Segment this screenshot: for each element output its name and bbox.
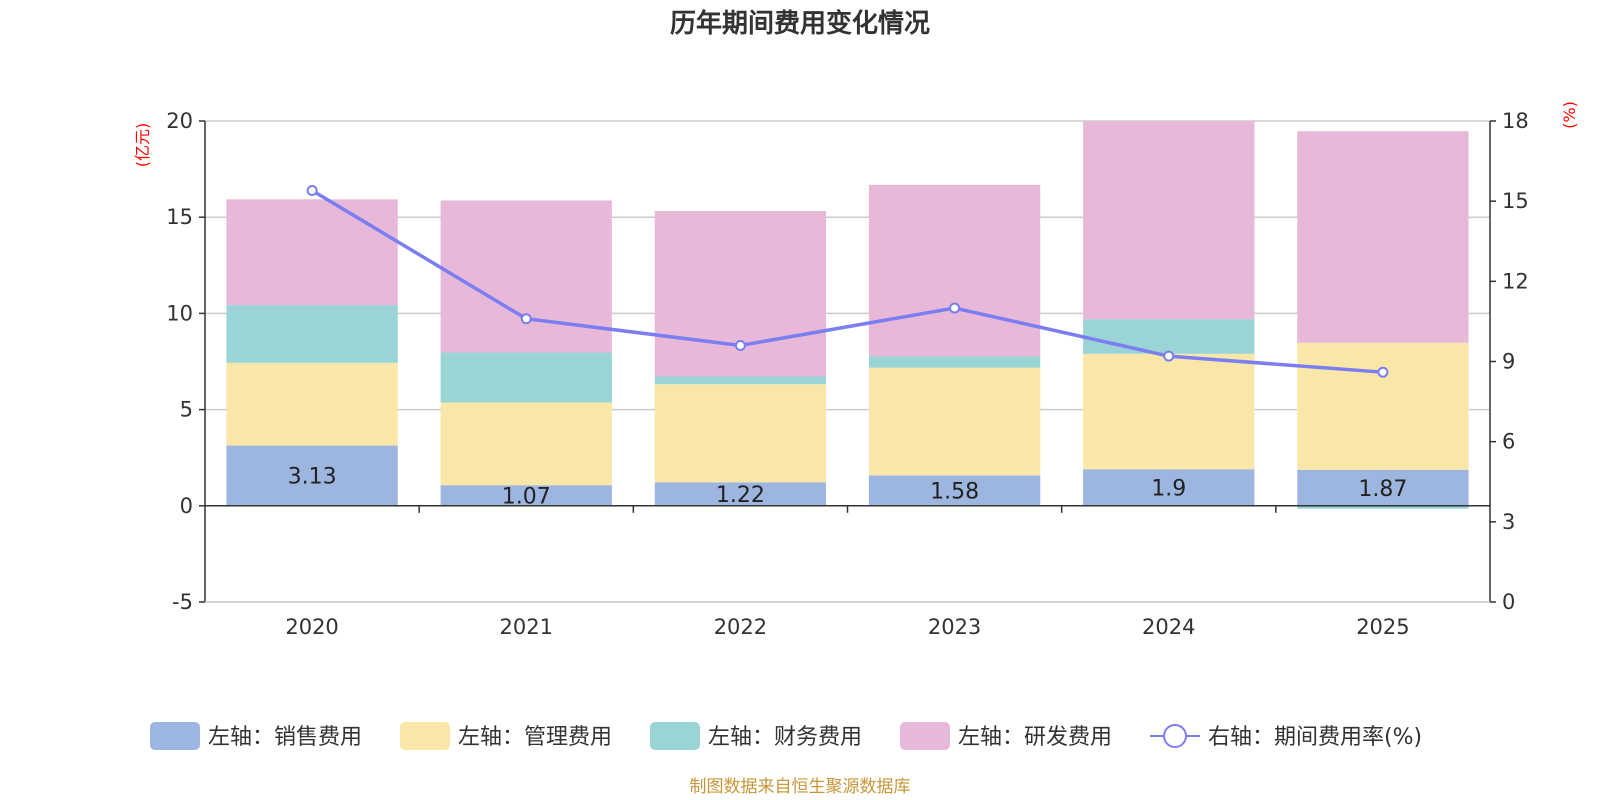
legend-label: 左轴：管理费用	[458, 725, 612, 750]
right-tick-label: 15	[1502, 189, 1529, 213]
bar-segment	[226, 199, 398, 306]
rate-point	[520, 313, 532, 325]
bar-segment	[868, 356, 1041, 368]
bar-segment	[868, 184, 1041, 357]
bar-segment	[1297, 342, 1469, 470]
data-labels: 3.13 1.07 1.22 1.58 1.9 1.87	[288, 465, 1408, 510]
legend-swatch	[400, 722, 450, 750]
left-tick-label: -5	[172, 590, 193, 614]
bars	[226, 121, 1469, 509]
x-tick-label: 2025	[1356, 615, 1409, 639]
bar-segment	[1083, 353, 1255, 470]
data-label: 1.07	[502, 485, 551, 510]
rate-line-path	[311, 188, 1384, 374]
right-tick-label: 0	[1502, 590, 1515, 614]
right-tick-label: 9	[1502, 350, 1515, 374]
rate-line	[306, 184, 1389, 378]
legend-item[interactable]: 左轴：管理费用	[400, 722, 612, 750]
x-tick-label: 2020	[285, 615, 338, 639]
data-label: 3.13	[288, 465, 337, 490]
right-tick-label: 6	[1502, 430, 1515, 454]
x-tick-label: 2022	[714, 615, 767, 639]
bar-segment	[1083, 469, 1255, 506]
legend-label: 左轴：销售费用	[208, 725, 362, 750]
bar-segment	[868, 367, 1041, 476]
x-tick-label: 2023	[928, 615, 981, 639]
right-axis-unit: (%)	[1560, 101, 1579, 129]
legend-label: 左轴：财务费用	[708, 725, 862, 750]
rate-point	[306, 184, 318, 196]
left-tick-label: 5	[180, 398, 193, 422]
bar-segment	[1297, 469, 1469, 506]
legend-swatch	[150, 722, 200, 750]
left-tick-label: 10	[166, 301, 193, 325]
data-label: 1.87	[1358, 477, 1407, 502]
bar-segment	[440, 402, 612, 486]
bar-segment	[654, 482, 827, 506]
data-label: 1.9	[1151, 477, 1186, 502]
legend-item[interactable]: 左轴：研发费用	[900, 722, 1112, 750]
bar-segment	[1083, 319, 1255, 354]
left-tick-label: 15	[166, 205, 193, 229]
source-note: 制图数据来自恒生聚源数据库	[690, 777, 911, 797]
legend-swatch	[650, 722, 700, 750]
bar-segment	[226, 305, 398, 363]
left-tick-label: 20	[166, 109, 193, 133]
right-tick-label: 12	[1502, 269, 1529, 293]
bar-segment	[440, 485, 612, 506]
rate-point	[1377, 366, 1389, 378]
legend-marker-icon	[1163, 724, 1187, 748]
bar-segment	[1297, 131, 1469, 343]
left-axis-unit: (亿元)	[133, 123, 152, 168]
legend-item[interactable]: 右轴：期间费用率(%)	[1150, 724, 1422, 750]
right-tick-label: 3	[1502, 510, 1515, 534]
rate-point	[949, 302, 961, 314]
bar-segment	[226, 445, 398, 506]
bar-segment	[440, 200, 612, 353]
x-tick-label: 2024	[1142, 615, 1195, 639]
legend-label: 右轴：期间费用率(%)	[1208, 725, 1422, 750]
bar-segment	[654, 384, 827, 483]
axes: -5 0 5 10 15 20 0 3 6 9 12 15 18 2020 2021 2022 2023 2024…	[166, 109, 1528, 639]
bar-segment	[440, 352, 612, 403]
bar-segment	[868, 475, 1041, 506]
left-tick-label: 0	[180, 494, 193, 518]
rate-point	[734, 339, 746, 351]
right-tick-label: 18	[1502, 109, 1529, 133]
bar-segment	[654, 211, 827, 377]
bar-segment	[226, 362, 398, 446]
rate-point	[1163, 350, 1175, 362]
x-tick-label: 2021	[500, 615, 553, 639]
data-label: 1.58	[930, 480, 979, 505]
bar-segment	[1083, 121, 1255, 320]
legend-swatch	[900, 722, 950, 750]
data-label: 1.22	[716, 483, 765, 508]
legend-item[interactable]: 左轴：销售费用	[150, 722, 362, 750]
legend: 左轴：销售费用 左轴：管理费用 左轴：财务费用 左轴：研发费用 右轴：期间费用率(%)	[150, 722, 1422, 750]
chart-title: 历年期间费用变化情况	[670, 8, 930, 39]
legend-label: 左轴：研发费用	[958, 725, 1112, 750]
bar-segment	[654, 376, 827, 385]
bar-segment	[1297, 505, 1469, 509]
legend-item[interactable]: 左轴：财务费用	[650, 722, 862, 750]
